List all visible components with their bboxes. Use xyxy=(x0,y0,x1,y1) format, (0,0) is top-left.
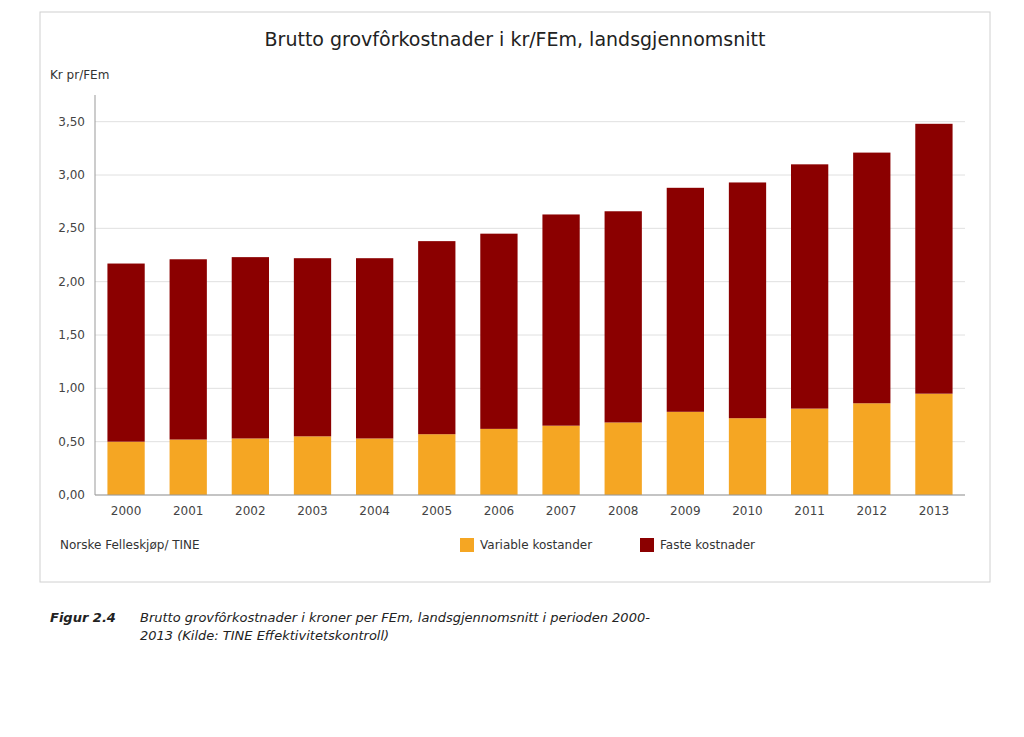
grid-line xyxy=(95,388,965,389)
bar-segment xyxy=(294,436,331,495)
bar-segment xyxy=(791,409,828,495)
caption-label: Figur 2.4 xyxy=(50,610,116,625)
bar-segment xyxy=(605,211,642,422)
x-tick-label: 2004 xyxy=(359,504,390,518)
bar-segment xyxy=(418,241,455,434)
chart-border xyxy=(40,12,990,582)
bar-segment xyxy=(356,258,393,438)
chart-title: Brutto grovfôrkostnader i kr/FEm, landsg… xyxy=(265,28,766,50)
x-tick-label: 2007 xyxy=(546,504,577,518)
caption-body: Brutto grovfôrkostnader i kroner per FEm… xyxy=(140,610,650,643)
bar-segment xyxy=(542,214,579,425)
legend-swatch xyxy=(640,538,654,552)
y-tick-label: 2,00 xyxy=(58,275,85,289)
x-tick-label: 2012 xyxy=(857,504,888,518)
chart-svg: Brutto grovfôrkostnader i kr/FEm, landsg… xyxy=(0,0,1024,737)
grid xyxy=(95,122,965,495)
x-tick-label: 2003 xyxy=(297,504,328,518)
bar-segment xyxy=(853,153,890,404)
bar-segment xyxy=(542,426,579,495)
bar-segment xyxy=(232,438,269,495)
bar-segment xyxy=(170,259,207,439)
bar-segment xyxy=(418,434,455,495)
x-tick-label: 2009 xyxy=(670,504,701,518)
bar-segment xyxy=(294,258,331,436)
bar-segment xyxy=(356,438,393,495)
bar-segment xyxy=(667,188,704,412)
y-axis-label: Kr pr/FEm xyxy=(50,68,109,82)
chart-container: Brutto grovfôrkostnader i kr/FEm, landsg… xyxy=(0,0,1024,737)
bar-segment xyxy=(915,124,952,394)
x-tick-label: 2013 xyxy=(919,504,950,518)
x-axis-line xyxy=(95,495,965,496)
caption-line: 2013 (Kilde: TINE Effektivitetskontroll) xyxy=(140,628,389,643)
x-tick-label: 2011 xyxy=(794,504,825,518)
y-tick-label: 0,00 xyxy=(58,488,85,502)
bar-segment xyxy=(729,418,766,495)
bar-segment xyxy=(915,394,952,495)
y-tick-label: 1,00 xyxy=(58,381,85,395)
y-tick-label: 0,50 xyxy=(58,435,85,449)
bar-segment xyxy=(480,429,517,495)
bar-segment xyxy=(791,164,828,408)
grid-line xyxy=(95,121,965,122)
grid-line xyxy=(95,335,965,336)
bar-segment xyxy=(170,440,207,495)
y-tick-label: 3,00 xyxy=(58,168,85,182)
x-tick-label: 2010 xyxy=(732,504,763,518)
x-tick-label: 2000 xyxy=(111,504,142,518)
y-tick-label: 3,50 xyxy=(58,115,85,129)
bar-segment xyxy=(480,234,517,429)
y-tick-label: 2,50 xyxy=(58,221,85,235)
legend: Variable kostander Faste kostnader xyxy=(460,538,755,552)
bar-segment xyxy=(667,412,704,495)
legend-swatch xyxy=(460,538,474,552)
legend-label: Variable kostander xyxy=(480,538,592,552)
grid-line xyxy=(95,281,965,282)
bar-segment xyxy=(107,442,144,495)
bars xyxy=(107,124,952,495)
bar-segment xyxy=(605,422,642,495)
x-tick-label: 2008 xyxy=(608,504,639,518)
grid-line xyxy=(95,228,965,229)
grid-line xyxy=(95,441,965,442)
bar-segment xyxy=(232,257,269,438)
x-tick-label: 2005 xyxy=(422,504,453,518)
legend-label: Faste kostnader xyxy=(660,538,755,552)
grid-line xyxy=(95,175,965,176)
x-tick-label: 2001 xyxy=(173,504,204,518)
bar-segment xyxy=(729,182,766,418)
y-tick-label: 1,50 xyxy=(58,328,85,342)
grid-line xyxy=(95,495,965,496)
source-text: Norske Felleskjøp/ TINE xyxy=(60,538,200,552)
y-axis-line xyxy=(95,95,96,495)
bar-segment xyxy=(853,403,890,495)
x-tick-label: 2002 xyxy=(235,504,266,518)
bar-segment xyxy=(107,264,144,442)
x-tick-label: 2006 xyxy=(484,504,515,518)
caption-line: Brutto grovfôrkostnader i kroner per FEm… xyxy=(140,610,650,625)
